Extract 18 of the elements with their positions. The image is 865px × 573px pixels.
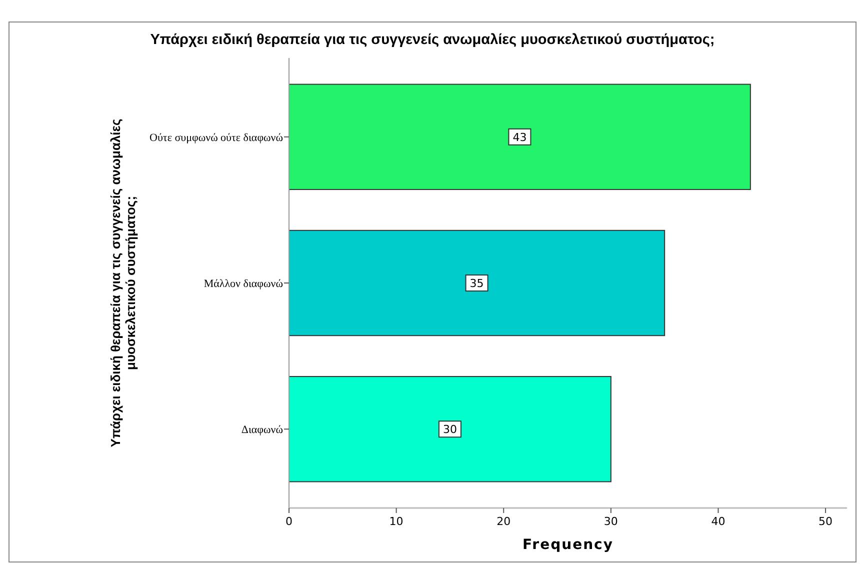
bar — [288, 376, 612, 482]
y-tick-label: Διαφωνώ — [241, 424, 283, 436]
x-tick-label: 0 — [286, 515, 292, 528]
x-tick-label: 40 — [711, 515, 726, 528]
data-label: 43 — [512, 130, 527, 144]
bar — [288, 230, 666, 336]
x-tick-label: 30 — [604, 515, 618, 528]
x-tick-label: 50 — [818, 515, 833, 528]
x-axis-title: Frequency — [522, 537, 614, 553]
y-axis-title: Υπάρχει ειδική θεραπεία για τις συγγενείς ανωμαλίες μυοσκελετικού συστήματος; — [108, 118, 138, 448]
bar — [288, 84, 751, 190]
y-tick-label: Μάλλον διαφωνώ — [204, 278, 283, 290]
data-label: 35 — [470, 277, 484, 290]
chart-title: Υπάρχει ειδική θεραπεία για τις συγγενείς ανωμαλίες μυοσκελετικού συστήματος; — [150, 32, 715, 48]
y-tick-label: Ούτε συμφωνώ ούτε διαφωνώ — [150, 132, 283, 144]
data-label: 30 — [442, 423, 457, 436]
x-tick-label: 20 — [496, 515, 511, 528]
x-tick-label: 10 — [389, 515, 404, 528]
